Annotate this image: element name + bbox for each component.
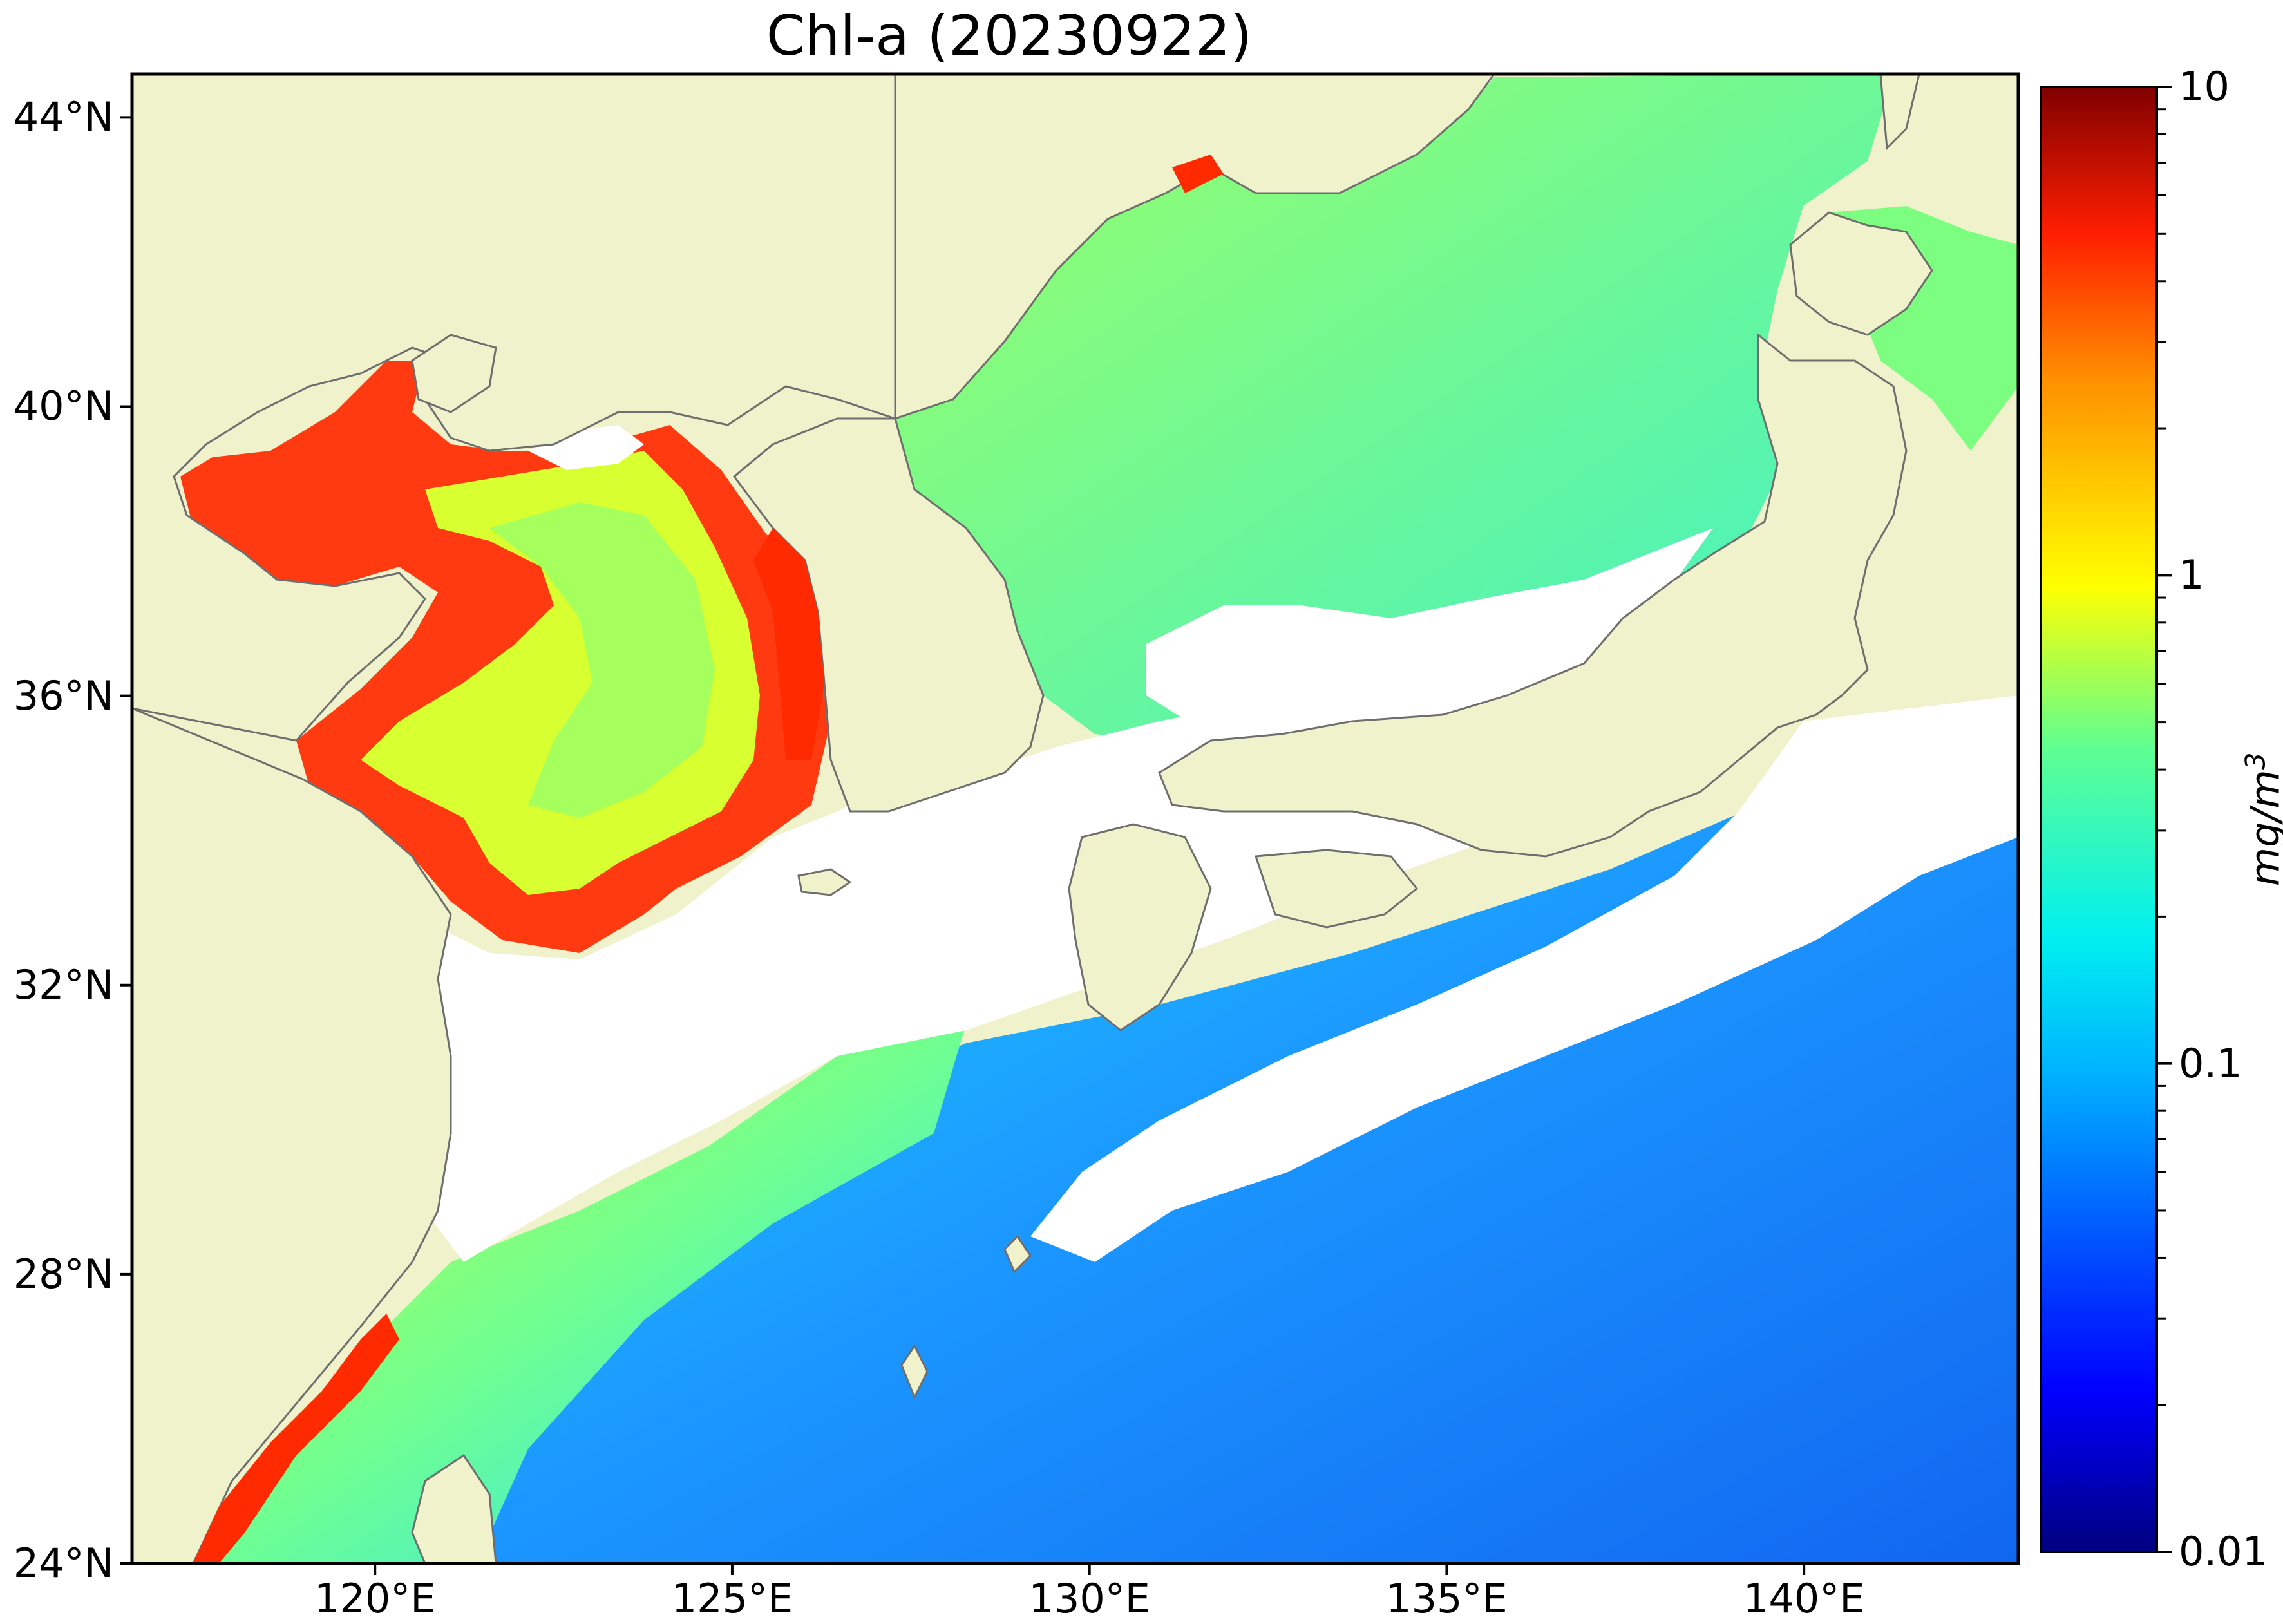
x-tick-label: 120°E — [314, 1575, 436, 1622]
coast-high-chl-russia — [1172, 155, 1224, 193]
korean-peninsula — [732, 417, 1045, 813]
kyushu — [1068, 823, 1212, 1032]
sakhalin — [1879, 74, 1920, 151]
coast-high-chl-korea-west — [753, 528, 824, 760]
taiwan — [411, 1453, 497, 1563]
map-area — [132, 74, 2018, 1563]
map-title: Chl-a (20230922) — [766, 4, 1253, 68]
russia-primorye — [894, 74, 1495, 420]
jeju-island — [797, 868, 852, 896]
okinawa — [900, 1344, 929, 1400]
colorbar-ticks — [2157, 86, 2172, 1553]
colorbar-tick-label: 0.1 — [2179, 1039, 2242, 1087]
colorbar-tick-label: 10 — [2179, 63, 2230, 110]
yellow-sea-core-chl — [489, 502, 715, 818]
map-frame — [130, 72, 2020, 1565]
y-tick-label: 32°N — [13, 961, 114, 1008]
coast-high-chl-zhejiang — [193, 1314, 399, 1563]
y-tick-label: 44°N — [13, 93, 114, 141]
x-tick-label: 125°E — [671, 1575, 793, 1622]
x-tick-label: 135°E — [1386, 1575, 1508, 1622]
east-china-sea-chl — [187, 1024, 966, 1563]
colorbar-gradient — [2041, 87, 2157, 1552]
honshu — [1158, 332, 1908, 858]
y-tick-label: 40°N — [13, 382, 114, 430]
y-tick-label: 36°N — [13, 672, 114, 719]
y-tick-label: 28°N — [13, 1250, 114, 1298]
colorbar-tick-label: 0.01 — [2179, 1528, 2268, 1575]
colorbar-frame — [2040, 86, 2158, 1553]
colorbar-unit-superscript: 3 — [2239, 752, 2271, 770]
nodata-band-japan-sea — [1146, 528, 1713, 728]
liaodong — [411, 334, 497, 413]
colorbar-unit-text: mg/m — [2241, 770, 2283, 887]
amami — [1003, 1234, 1032, 1274]
colorbar-unit-label: mg/m3 — [2233, 745, 2283, 893]
x-tick-label: 130°E — [1028, 1575, 1150, 1622]
x-tick-label: 140°E — [1743, 1575, 1865, 1622]
china-north — [132, 74, 896, 742]
hokkaido — [1789, 211, 1933, 336]
nodata-south-pacific — [1030, 695, 2018, 1262]
colorbar-tick-label: 1 — [2179, 551, 2204, 599]
y-tick-label: 24°N — [13, 1540, 114, 1587]
x-axis-ticks — [374, 1563, 1806, 1575]
shikoku — [1254, 849, 1419, 929]
y-axis-ticks — [120, 116, 132, 1565]
